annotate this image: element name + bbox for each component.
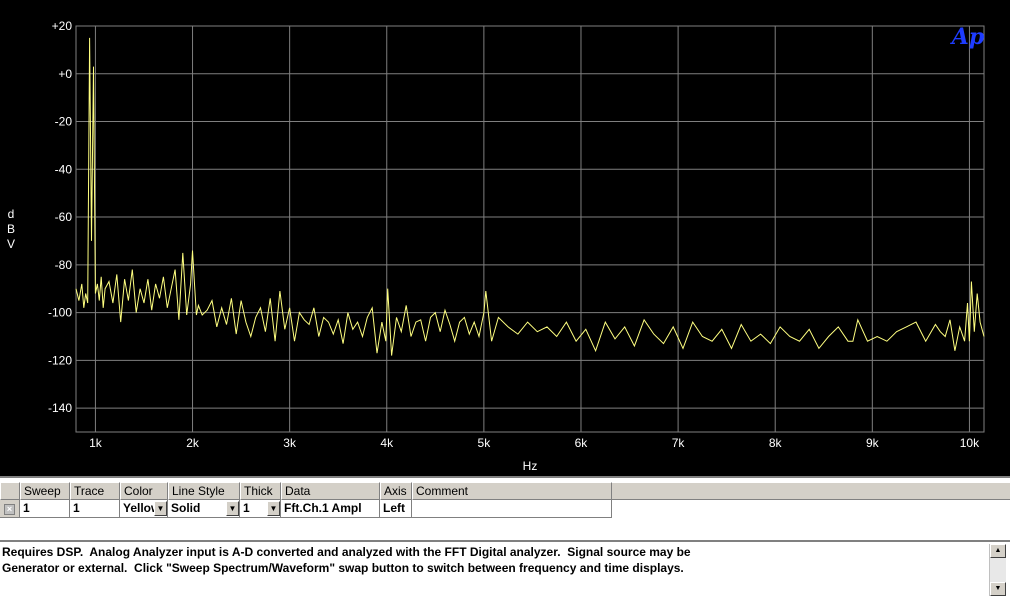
header-data[interactable]: Data xyxy=(281,482,380,500)
y-axis-title-char: V xyxy=(7,237,15,251)
y-tick-label: +20 xyxy=(52,19,73,33)
x-axis-title: Hz xyxy=(523,459,538,473)
scroll-up-icon[interactable]: ▲ xyxy=(990,544,1006,558)
header-axis[interactable]: Axis xyxy=(380,482,412,500)
trace-enable-checkbox[interactable]: × xyxy=(0,500,20,518)
fft-spectrum-chart: 1k 2k 3k 4k 5k 6k 7k 8k 9k 10k +20 +0 -20 -40 -60 -80 -1… xyxy=(7,19,985,473)
y-tick-label: -120 xyxy=(48,353,72,367)
y-tick-label: -80 xyxy=(55,258,73,272)
ap-logo: Ap xyxy=(950,24,985,50)
chevron-down-icon[interactable]: ▼ xyxy=(226,501,239,516)
comment-text[interactable]: Requires DSP. Analog Analyzer input is A… xyxy=(2,545,691,575)
x-tick-label: 9k xyxy=(866,436,880,450)
header-trace[interactable]: Trace xyxy=(70,482,120,500)
y-tick-label: -140 xyxy=(48,401,72,415)
header-comment[interactable]: Comment xyxy=(412,482,612,500)
header-sweep[interactable]: Sweep xyxy=(20,482,70,500)
x-tick-label: 6k xyxy=(575,436,589,450)
color-dropdown[interactable]: Yellow ▼ xyxy=(120,500,168,518)
fft-plot-panel: 1k 2k 3k 4k 5k 6k 7k 8k 9k 10k +20 +0 -20 -40 -60 -80 -1… xyxy=(0,0,1010,476)
header-color[interactable]: Color xyxy=(120,482,168,500)
header-filler xyxy=(612,482,1010,500)
comment-panel: Requires DSP. Analog Analyzer input is A… xyxy=(0,540,1010,598)
series-line xyxy=(75,37,985,356)
x-tick-label: 4k xyxy=(380,436,394,450)
y-axis-title-char: d xyxy=(8,207,15,221)
x-tick-label: 10k xyxy=(960,436,980,450)
y-tick-label: -40 xyxy=(55,162,73,176)
chevron-down-icon[interactable]: ▼ xyxy=(154,501,167,516)
y-tick-label: +0 xyxy=(58,67,72,81)
cell-data[interactable]: Fft.Ch.1 Ampl xyxy=(281,500,380,518)
thick-dropdown[interactable]: 1 ▼ xyxy=(240,500,281,518)
plot-frame xyxy=(75,25,985,433)
x-tick-label: 3k xyxy=(283,436,297,450)
cell-comment[interactable] xyxy=(412,500,612,518)
y-tick-label: -100 xyxy=(48,306,72,320)
header-thick[interactable]: Thick xyxy=(240,482,281,500)
table-row: × 1 1 Yellow ▼ Solid ▼ 1 ▼ Fft.Ch.1 Ampl… xyxy=(0,500,612,518)
chevron-down-icon[interactable]: ▼ xyxy=(267,501,280,516)
scroll-down-icon[interactable]: ▼ xyxy=(990,582,1006,596)
line-style-dropdown-value: Solid xyxy=(171,501,201,515)
y-tick-label: -60 xyxy=(55,210,73,224)
header-line-style[interactable]: Line Style xyxy=(168,482,240,500)
trace-table: Sweep Trace Color Line Style Thick Data … xyxy=(0,476,1010,542)
x-tick-label: 2k xyxy=(186,436,200,450)
cell-trace[interactable]: 1 xyxy=(70,500,120,518)
x-tick-label: 8k xyxy=(769,436,783,450)
x-tick-label: 7k xyxy=(672,436,686,450)
cell-sweep[interactable]: 1 xyxy=(20,500,70,518)
line-style-dropdown[interactable]: Solid ▼ xyxy=(168,500,240,518)
color-dropdown-value: Yellow xyxy=(123,501,161,515)
header-check-col xyxy=(0,482,20,500)
y-tick-label: -20 xyxy=(55,115,73,129)
comment-scrollbar[interactable]: ▲ ▼ xyxy=(989,544,1006,596)
cell-axis[interactable]: Left xyxy=(380,500,412,518)
x-tick-label: 1k xyxy=(89,436,103,450)
y-axis-title-char: B xyxy=(7,222,15,236)
checkbox-x-icon[interactable]: × xyxy=(4,504,15,515)
x-tick-label: 5k xyxy=(478,436,492,450)
thick-dropdown-value: 1 xyxy=(243,501,250,515)
trace-table-header-row: Sweep Trace Color Line Style Thick Data … xyxy=(0,482,1010,500)
